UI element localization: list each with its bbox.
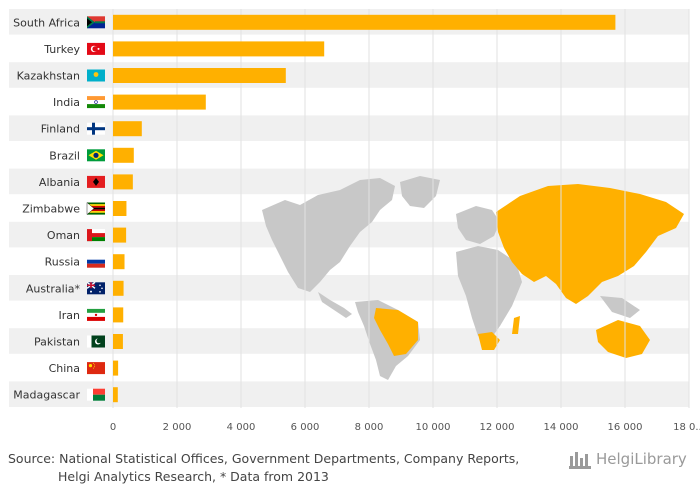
category-label: Turkey	[43, 43, 80, 56]
row-stripe	[9, 62, 689, 88]
flags	[86, 16, 105, 401]
australia-flag	[86, 281, 105, 295]
category-label: China	[49, 362, 80, 375]
category-label: Brazil	[49, 149, 80, 162]
x-tick-label: 2 000	[163, 422, 192, 433]
bar	[113, 360, 119, 376]
logo-text: HelgiLibrary	[596, 450, 687, 468]
bar	[113, 174, 133, 190]
map-brazil	[374, 308, 418, 356]
madagascar-flag	[87, 388, 105, 401]
category-label: India	[53, 96, 80, 109]
bar	[113, 227, 127, 243]
map-southeast-asia	[600, 296, 640, 318]
category-label: Kazakhstan	[17, 70, 80, 83]
category-label: Pakistan	[34, 336, 80, 349]
bar	[113, 280, 124, 296]
source-line-1: Source: National Statistical Offices, Go…	[8, 451, 520, 466]
russia-flag	[87, 255, 105, 268]
category-label: Zimbabwe	[22, 203, 80, 216]
pakistan-flag	[87, 335, 105, 348]
albania-flag	[87, 175, 105, 188]
bar	[113, 41, 325, 57]
x-tick-label: 4 000	[227, 422, 256, 433]
x-tick-label: 14 000	[544, 422, 579, 433]
finland-flag	[87, 122, 105, 135]
kazakhstan-flag	[87, 69, 105, 82]
bar-chart: South Africa Turkey Kazakhstan India Finland…	[9, 9, 700, 433]
map-south-africa	[478, 332, 500, 350]
helgilibrary-logo[interactable]: HelgiLibrary	[568, 446, 687, 472]
bar	[113, 68, 286, 83]
category-label: Finland	[41, 123, 80, 136]
bar	[113, 201, 127, 216]
china-flag	[87, 362, 105, 375]
map-north-america	[262, 178, 395, 292]
south-africa-flag	[87, 16, 105, 29]
category-label: Oman	[47, 229, 80, 242]
india-flag	[87, 96, 105, 109]
category-labels: South Africa Turkey Kazakhstan India Finland…	[13, 16, 80, 401]
category-label: Albania	[39, 176, 80, 189]
row-stripe	[9, 381, 689, 407]
source-note: Source: National Statistical Offices, Go…	[8, 450, 548, 486]
row-stripe	[9, 115, 689, 141]
iran-flag	[87, 308, 105, 321]
zimbabwe-flag	[86, 202, 105, 215]
category-label: Iran	[59, 309, 81, 322]
bar	[113, 147, 134, 163]
row-stripe	[9, 328, 689, 354]
category-label: South Africa	[13, 16, 80, 29]
bar	[113, 94, 206, 110]
category-label: Madagascar	[13, 389, 80, 402]
map-madagascar	[512, 316, 520, 334]
map-europe	[456, 206, 500, 244]
bar	[113, 254, 125, 270]
x-tick-label: 16 000	[608, 422, 643, 433]
x-tick-label: 12 000	[480, 422, 515, 433]
x-tick-label: 0	[110, 422, 116, 433]
turkey-flag	[87, 42, 105, 55]
bar	[113, 387, 118, 403]
bar	[113, 334, 123, 349]
x-tick-label: 10 000	[416, 422, 451, 433]
oman-flag	[87, 229, 105, 242]
bar	[113, 307, 124, 323]
map-australia	[596, 320, 650, 358]
world-map	[262, 176, 684, 380]
category-label: Australia*	[26, 282, 81, 295]
brazil-flag	[87, 149, 105, 162]
source-line-2: Helgi Analytics Research, * Data from 20…	[58, 469, 329, 484]
bars	[113, 14, 616, 403]
map-asia-highlighted	[496, 184, 684, 304]
x-tick-label: 8 000	[355, 422, 384, 433]
x-tick-label: 6 000	[291, 422, 320, 433]
map-greenland	[400, 176, 440, 208]
category-label: Russia	[45, 256, 80, 269]
bar	[113, 14, 616, 30]
map-africa	[456, 246, 522, 340]
library-building-icon	[569, 452, 591, 469]
map-central-america	[318, 292, 352, 318]
bar	[113, 121, 142, 137]
x-tick-label: 18 0...	[673, 422, 700, 433]
x-axis-ticks: 0 2 000 4 000 6 000 8 000 10 000 12 000 14 000 1…	[110, 422, 700, 433]
